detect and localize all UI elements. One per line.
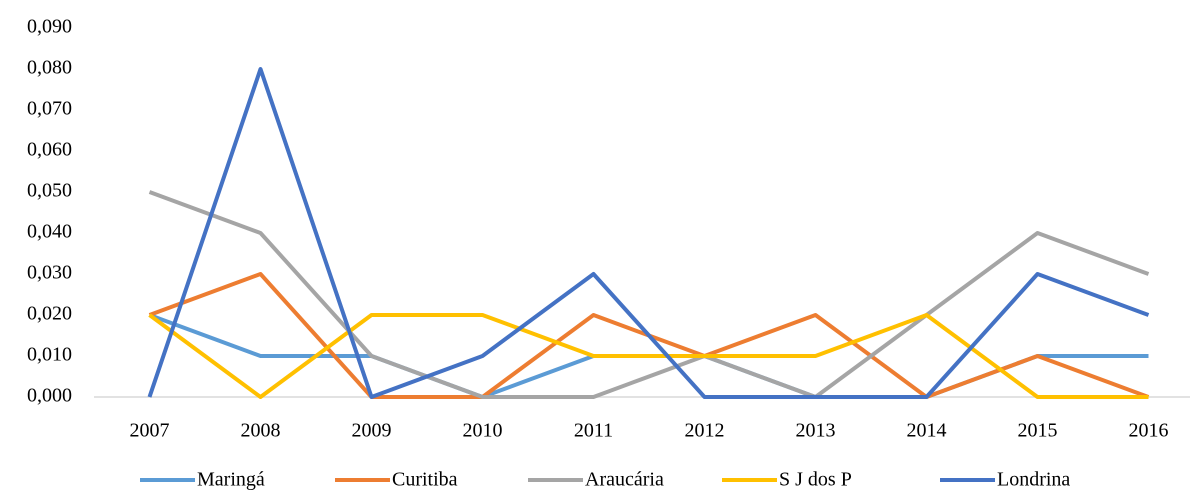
legend-label: Araucária (585, 469, 664, 491)
x-tick-label: 2012 (685, 420, 725, 442)
x-tick-label: 2011 (574, 420, 613, 442)
x-tick-label: 2008 (241, 420, 281, 442)
series-line (148, 313, 1149, 399)
y-tick-label: 0,090 (27, 16, 72, 38)
y-tick-label: 0,040 (27, 221, 72, 243)
y-tick-label: 0,080 (27, 57, 72, 79)
x-tick-label: 2015 (1018, 420, 1058, 442)
y-tick-label: 0,010 (27, 344, 72, 366)
y-tick-label: 0,030 (27, 262, 72, 284)
y-tick-label: 0,000 (27, 385, 72, 407)
x-tick-label: 2013 (796, 420, 836, 442)
y-tick-label: 0,060 (27, 139, 72, 161)
y-tick-label: 0,050 (27, 180, 72, 202)
x-tick-label: 2014 (907, 420, 947, 442)
x-tick-label: 2016 (1129, 420, 1169, 442)
x-tick-label: 2010 (463, 420, 503, 442)
legend-label: Curitiba (392, 469, 458, 491)
legend-label: Maringá (197, 469, 265, 491)
legend-label: Londrina (997, 469, 1070, 491)
series-line (147, 67, 1150, 399)
y-tick-label: 0,020 (27, 303, 72, 325)
x-tick-label: 2009 (352, 420, 392, 442)
x-tick-label: 2007 (130, 420, 170, 442)
y-tick-label: 0,070 (27, 98, 72, 120)
series-line (148, 190, 1150, 399)
legend-label: S J dos P (779, 469, 852, 491)
